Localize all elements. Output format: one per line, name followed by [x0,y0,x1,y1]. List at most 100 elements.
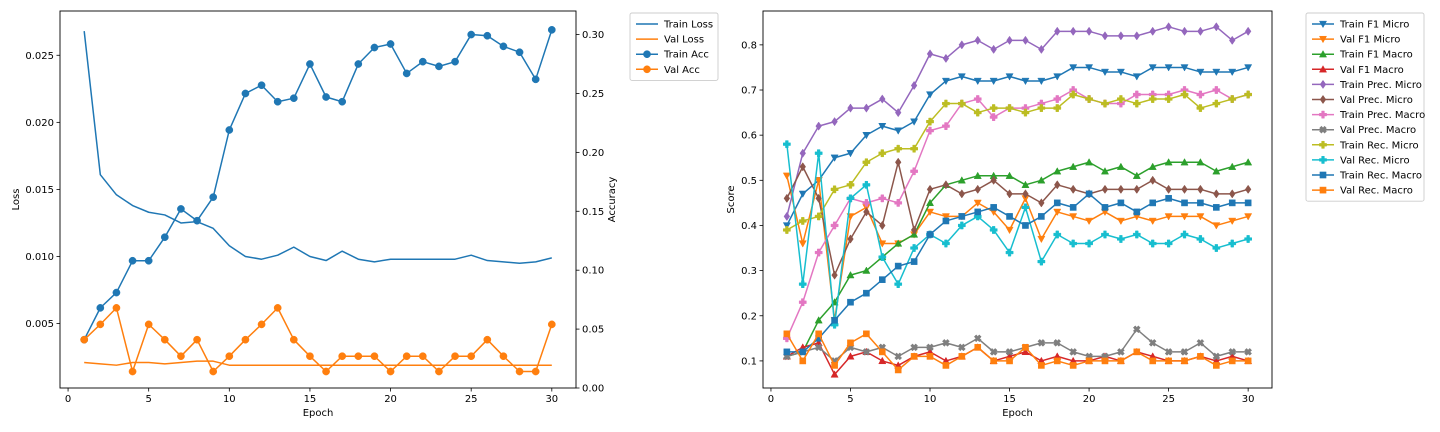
data-point-val-rec-macro [1117,357,1125,365]
data-point-train-acc [112,288,121,297]
data-point-val-prec-macro [942,338,950,347]
data-point-train-rec-micro [1164,95,1173,103]
legend-label-val-acc: Val Acc [664,65,700,76]
data-point-train-acc [451,57,459,66]
data-point-val-acc [322,367,330,376]
data-point-train-acc [225,126,234,134]
series-line-val-acc [83,307,553,373]
data-point-train-rec-micro [846,180,855,189]
data-point-train-acc [257,81,266,90]
data-point-val-prec-micro [1213,189,1220,199]
y2-tick-label: 0.30 [582,30,604,41]
data-point-val-rec-macro [1101,357,1109,365]
loss-accuracy-panel: 0 5 10 15 20 25 30 0.005 0.010 0.015 0.020 0.025 0.0… [11,10,719,419]
data-point-val-prec-macro [957,343,966,352]
data-point-val-prec-micro [958,189,966,199]
data-point-val-acc [80,335,89,344]
data-point-train-f1-macro [862,266,871,274]
data-point-val-rec-micro [814,149,823,158]
data-point-train-f1-micro [830,154,839,162]
y-tick-label: 0.015 [25,185,54,196]
data-point-train-prec-micro [1133,31,1140,41]
legend-marker-train-rec-micro [1319,140,1327,149]
data-point-train-rec-macro [1069,204,1077,211]
data-point-train-f1-micro [798,190,807,198]
legend-marker-val-prec-macro [1319,125,1327,134]
data-point-train-rec-micro [830,185,839,194]
series-train-rec-macro [783,190,1252,356]
data-point-train-prec-macro [910,167,918,176]
data-point-val-f1-micro [1244,213,1253,221]
data-point-train-rec-micro [1180,90,1189,99]
data-point-train-prec-micro [799,148,806,158]
data-point-val-acc [241,335,250,344]
data-point-train-acc [418,57,427,66]
x-tick-label: 5 [847,394,853,405]
data-point-train-rec-macro [990,204,997,211]
data-point-train-acc [531,75,540,84]
data-point-val-prec-micro [1117,184,1125,194]
data-point-train-prec-micro [1197,26,1204,36]
x-tick-label: 25 [465,394,478,405]
data-point-train-acc [370,43,379,52]
data-point-val-prec-micro [783,193,791,203]
data-point-val-prec-macro [910,343,918,352]
data-point-train-prec-micro [895,108,902,118]
data-point-train-prec-micro [1101,31,1109,41]
data-point-val-prec-micro [847,234,854,244]
data-point-train-rec-micro [814,212,823,221]
data-point-train-rec-macro [1228,199,1236,207]
x-axis-label: Epoch [1002,408,1033,419]
data-point-train-f1-macro [1100,167,1110,175]
data-point-train-rec-macro [863,289,870,297]
data-point-val-prec-micro [1244,184,1252,194]
data-point-val-rec-macro [910,353,918,360]
data-point-train-acc [144,256,153,265]
data-point-val-prec-macro [1228,348,1237,356]
data-point-val-prec-macro [926,343,934,352]
data-point-val-acc [515,367,524,376]
series-val-f1-micro [782,172,1253,325]
data-point-train-rec-micro [1021,108,1030,117]
data-point-train-f1-macro [1164,158,1173,166]
data-point-val-prec-micro [926,184,934,194]
data-point-train-f1-micro [1212,68,1221,77]
data-point-train-prec-macro [989,113,998,121]
data-point-train-prec-micro [1085,26,1093,36]
data-point-train-rec-macro [910,258,918,265]
data-point-train-rec-micro [942,99,950,108]
data-point-train-f1-macro [1116,162,1125,170]
data-point-train-prec-macro [862,199,871,207]
data-point-val-rec-micro [1037,257,1046,266]
y2-tick-label: 0.25 [582,89,604,100]
data-point-train-prec-micro [910,80,918,91]
data-point-train-rec-macro [783,348,791,356]
plot-area [80,26,556,376]
x-tick-label: 15 [1003,394,1016,405]
data-point-val-acc [402,352,411,361]
data-point-val-rec-macro [1197,353,1204,360]
data-point-train-rec-micro [1244,90,1252,99]
legend-marker-val-rec-macro [1319,186,1327,194]
data-point-train-prec-micro [1038,44,1045,54]
data-point-val-f1-micro [782,172,791,180]
series-train-f1-micro [782,64,1253,230]
data-point-val-acc [483,335,492,344]
data-point-val-f1-micro [1212,222,1221,230]
data-point-train-rec-micro [1117,95,1125,103]
data-point-train-prec-micro [1229,35,1236,45]
data-point-val-rec-micro [846,194,855,203]
data-point-val-rec-micro [1196,235,1205,243]
data-point-train-prec-micro [926,49,934,59]
data-point-val-rec-macro [878,348,886,356]
data-point-train-rec-macro [1244,199,1252,207]
series-train-loss [83,31,552,264]
data-point-val-f1-macro [878,356,887,365]
data-point-val-rec-macro [1006,357,1013,365]
data-point-train-rec-micro [1005,104,1014,112]
series-line-val-loss [84,360,552,366]
data-point-train-prec-micro [974,35,981,45]
data-point-train-rec-micro [1196,104,1205,112]
data-point-val-prec-micro [1197,184,1204,194]
data-point-val-prec-micro [1038,198,1045,208]
